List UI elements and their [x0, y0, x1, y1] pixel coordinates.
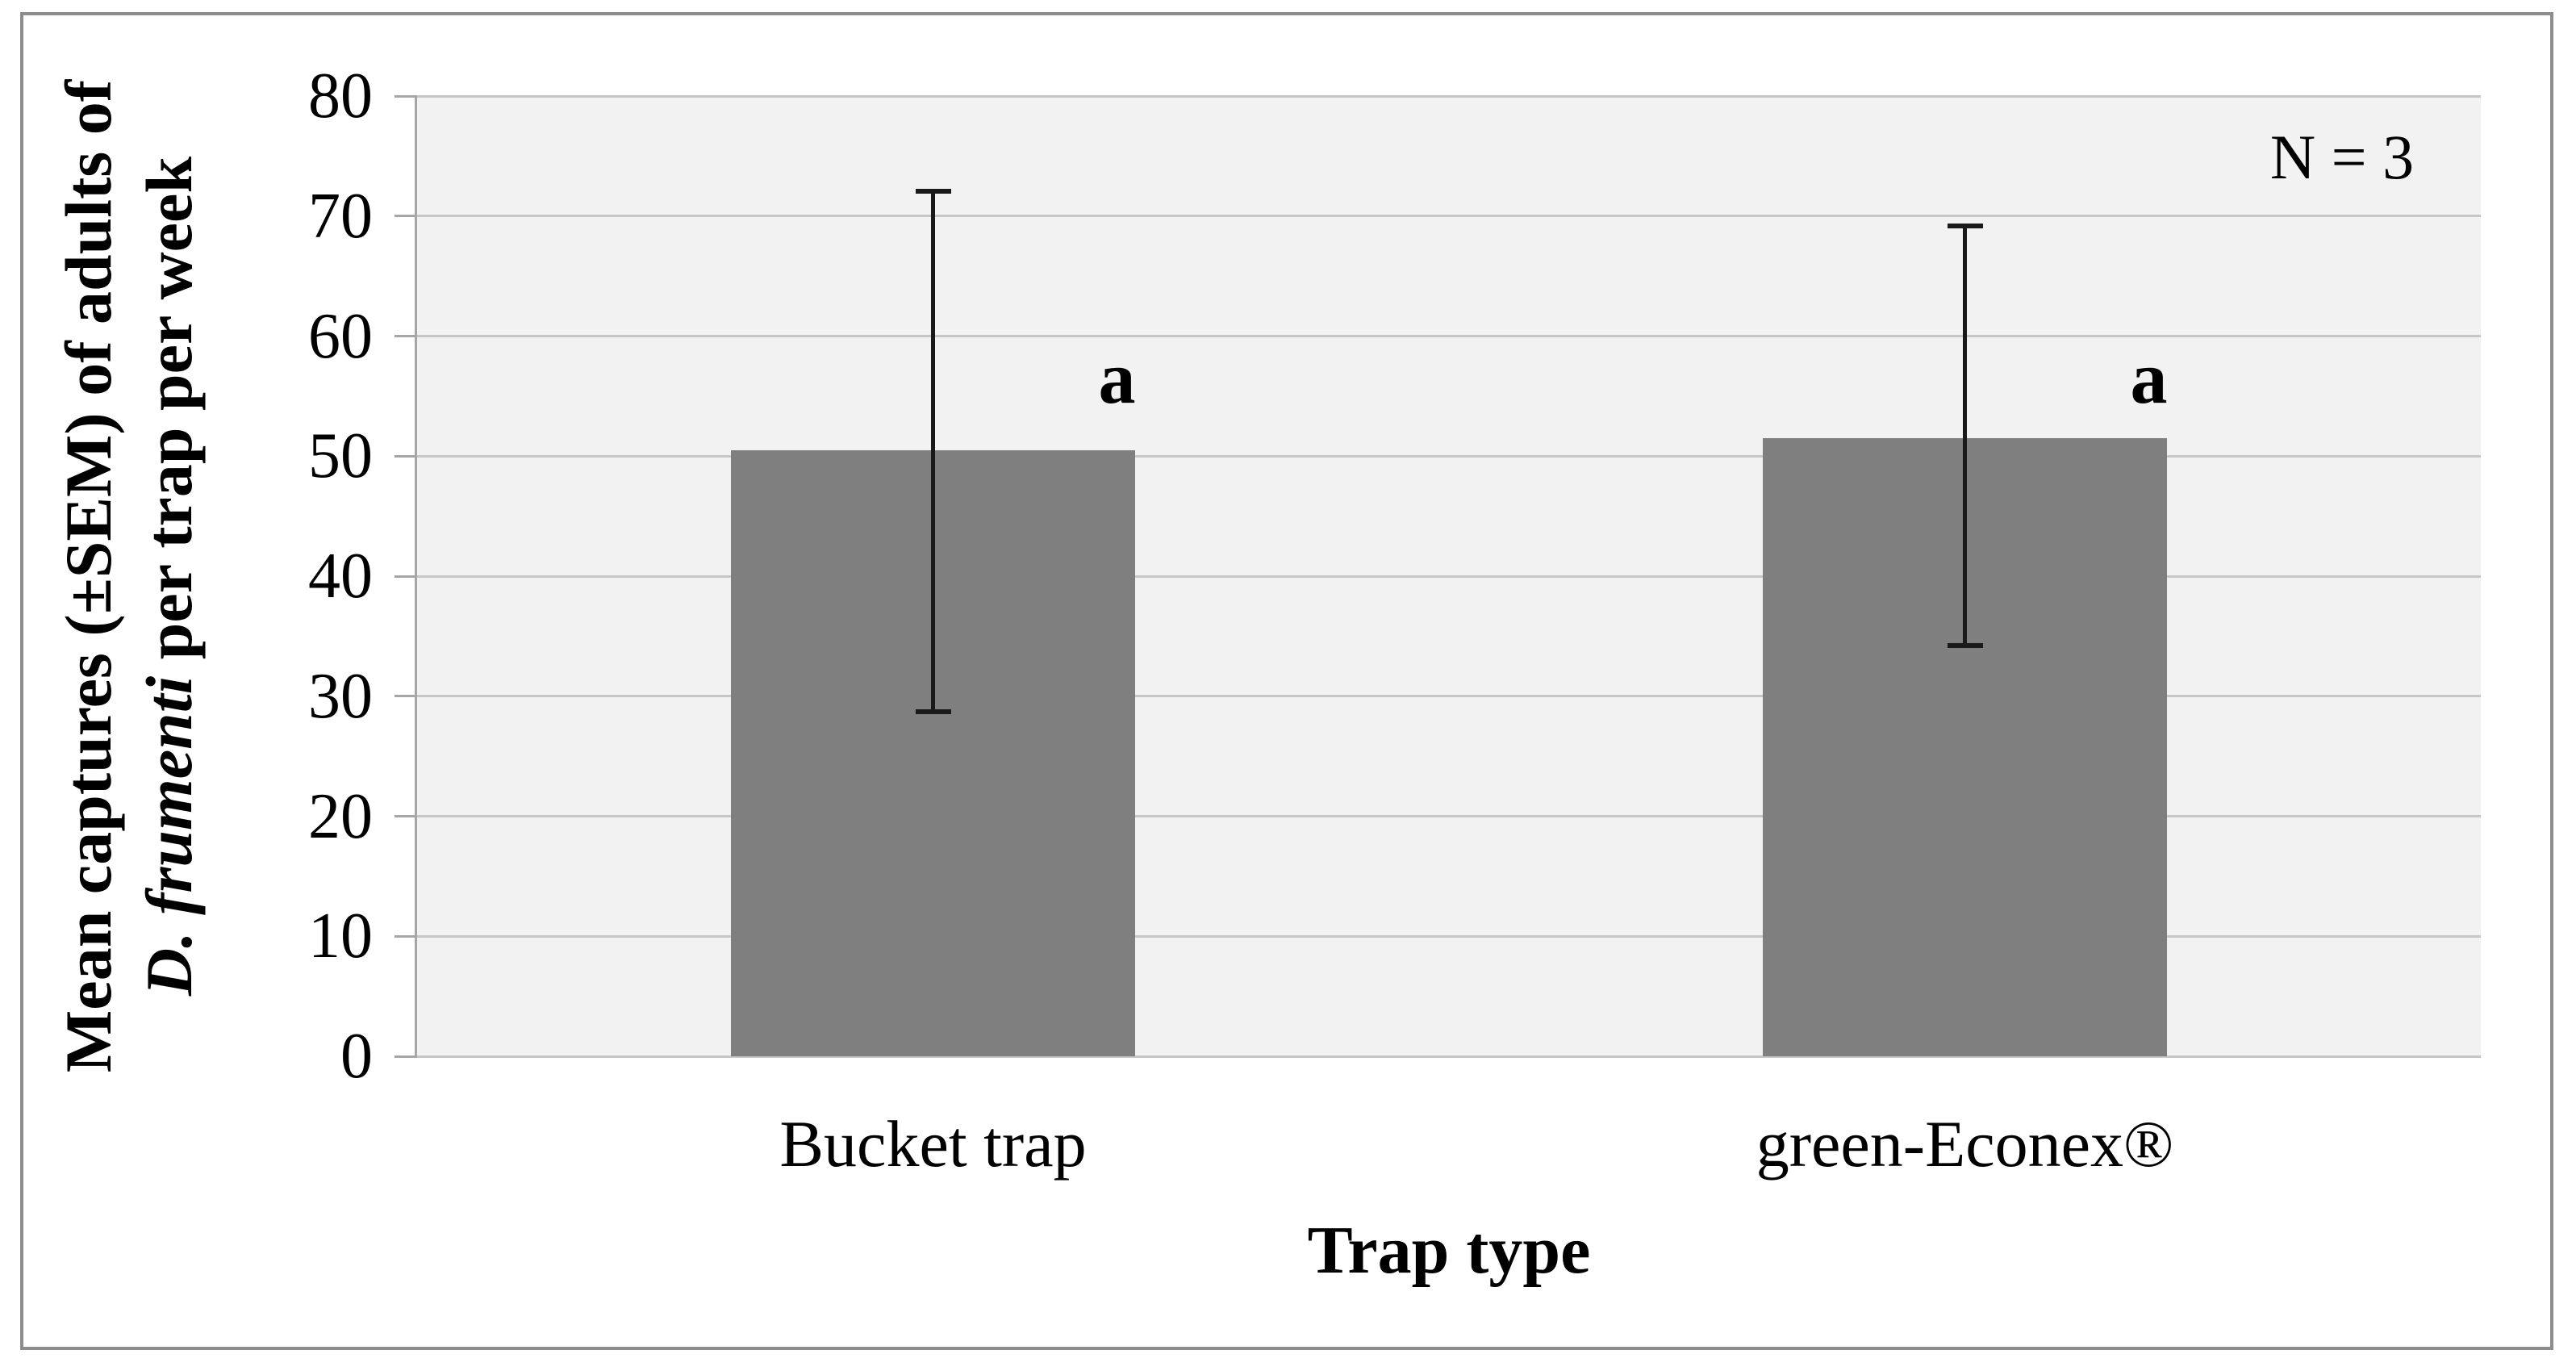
gridline — [417, 575, 2481, 578]
category-label: green-Econex® — [1756, 1107, 2174, 1181]
y-tick-label: 80 — [308, 61, 373, 132]
y-tick-mark — [395, 215, 417, 218]
y-tick-mark — [395, 934, 417, 938]
gridline — [417, 335, 2481, 337]
y-tick-label: 50 — [308, 420, 373, 492]
y-tick-mark — [395, 94, 417, 98]
error-bar-cap-top — [915, 188, 951, 194]
y-tick-label: 70 — [308, 180, 373, 252]
y-tick-label: 0 — [340, 1021, 373, 1092]
error-bar-line — [1963, 225, 1967, 646]
y-tick-mark — [395, 575, 417, 578]
y-tick-label: 20 — [308, 780, 373, 852]
significance-letter: a — [2130, 336, 2168, 419]
y-tick-label: 30 — [308, 660, 373, 732]
gridline — [417, 94, 2481, 98]
y-tick-mark — [395, 815, 417, 817]
y-tick-mark — [395, 695, 417, 698]
gridline — [417, 1055, 2481, 1058]
gridline — [417, 695, 2481, 698]
y-tick-label: 60 — [308, 300, 373, 372]
y-tick-label: 40 — [308, 541, 373, 612]
y-tick-mark — [395, 1055, 417, 1058]
y-tick-mark — [395, 335, 417, 337]
error-bar-line — [931, 190, 935, 713]
gridline — [417, 454, 2481, 458]
category-label: Bucket trap — [779, 1107, 1087, 1181]
gridline — [417, 815, 2481, 817]
gridline — [417, 215, 2481, 218]
significance-letter: a — [1098, 336, 1136, 419]
y-tick-mark — [395, 454, 417, 458]
error-bar-cap-bottom — [1947, 643, 1983, 649]
error-bar-cap-top — [1947, 223, 1983, 228]
gridline — [417, 934, 2481, 938]
x-axis-title: Trap type — [1307, 1213, 1591, 1288]
y-tick-label: 10 — [308, 901, 373, 972]
sample-size-annotation: N = 3 — [2269, 122, 2415, 192]
error-bar-cap-bottom — [915, 709, 951, 715]
